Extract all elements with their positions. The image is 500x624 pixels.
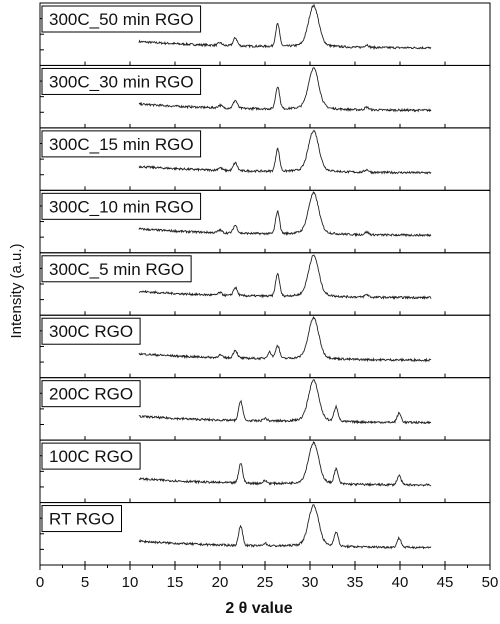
panel-label-box (41, 505, 122, 533)
panel-label-box (41, 255, 192, 283)
panel-7: 100C RGO (39, 439, 491, 504)
series-trace (138, 191, 432, 238)
panel-1: 300C_30 min RGO (39, 64, 491, 129)
panel-label-box (41, 442, 141, 470)
panel-6: 200C RGO (39, 377, 491, 441)
series-trace (138, 67, 432, 113)
x-tick-label: 0 (36, 574, 44, 591)
panel-label-box (41, 130, 202, 158)
x-tick-label: 45 (437, 574, 454, 591)
panel-label-box (41, 192, 202, 220)
panel-label-box (41, 317, 141, 345)
x-tick-label: 35 (347, 574, 364, 591)
panel-label: RT RGO (49, 510, 115, 529)
series-trace (138, 440, 432, 488)
series-trace (138, 3, 432, 51)
x-tick-label: 25 (257, 574, 274, 591)
panel-label: 300C_5 min RGO (49, 260, 184, 279)
panel-label: 300C_10 min RGO (49, 197, 194, 216)
panel-label: 300C RGO (49, 322, 133, 341)
panel-8: RT RGO (39, 502, 491, 566)
x-tick-label: 5 (81, 574, 89, 591)
series-trace (138, 379, 432, 425)
x-tick-label: 15 (167, 574, 184, 591)
panel-label: 300C_15 min RGO (49, 135, 194, 154)
panel-3: 300C_10 min RGO (39, 189, 491, 254)
x-axis: 0 5 10 15 20 25 30 35 40 45 50 (36, 565, 499, 591)
x-tick-label: 10 (122, 574, 139, 591)
x-tick-label: 40 (392, 574, 409, 591)
series-trace (138, 316, 432, 363)
panel-label-box (41, 5, 202, 33)
y-axis-title: Intensity (a.u.) (8, 243, 25, 338)
panel-label: 300C_50 min RGO (49, 10, 194, 29)
panel-label-box (41, 380, 141, 408)
panel-5: 300C RGO (39, 314, 491, 379)
panel-label: 200C RGO (49, 385, 133, 404)
panel-0: 300C_50 min RGO (39, 2, 491, 66)
panel-label: 300C_30 min RGO (49, 72, 194, 91)
panel-2: 300C_15 min RGO (39, 127, 491, 191)
panels-group: 300C_50 min RGO 300C_30 min RGO 300C_15 mi… (39, 2, 491, 566)
panel-4: 300C_5 min RGO (39, 252, 491, 316)
x-axis-title: 2 θ value (225, 600, 292, 617)
panel-label: 100C RGO (49, 447, 133, 466)
x-tick-label: 20 (212, 574, 229, 591)
series-trace (138, 129, 432, 175)
x-tick-label: 30 (302, 574, 319, 591)
series-trace (138, 254, 432, 300)
x-tick-label: 50 (482, 574, 499, 591)
panel-label-box (41, 67, 202, 95)
series-trace (138, 504, 432, 550)
